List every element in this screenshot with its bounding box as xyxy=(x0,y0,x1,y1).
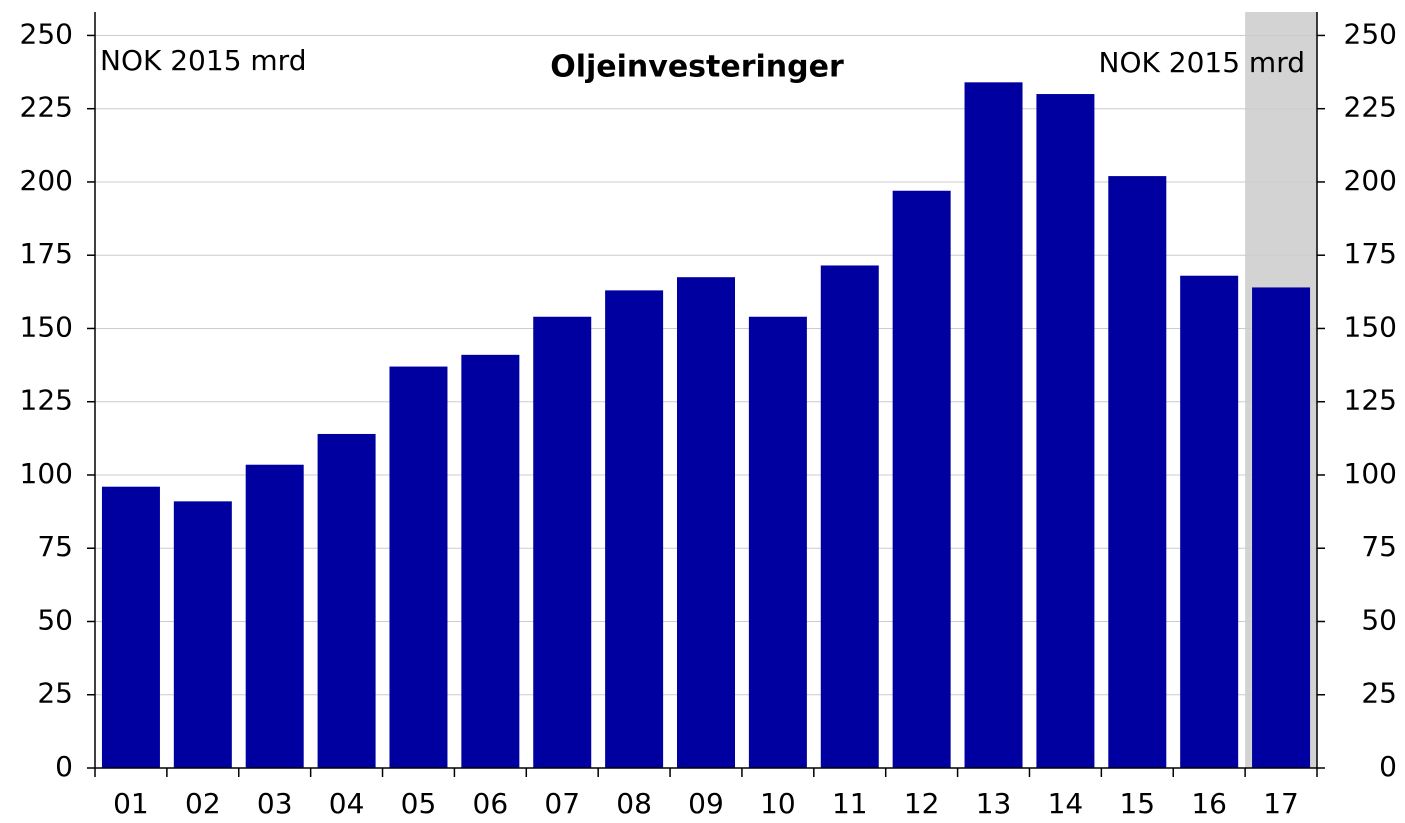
y2-tick-label: 250 xyxy=(1344,17,1397,50)
y2-tick-label: 75 xyxy=(1361,530,1397,563)
bar xyxy=(245,464,304,768)
y2-tick-label: 225 xyxy=(1344,91,1397,124)
annotation: NOK 2015 mrd xyxy=(1099,46,1305,79)
y-tick-label: 225 xyxy=(20,91,73,124)
x-tick-label: 09 xyxy=(688,787,724,820)
x-tick-label: 04 xyxy=(329,787,365,820)
bar xyxy=(748,316,807,768)
x-tick-label: 13 xyxy=(976,787,1012,820)
bar xyxy=(1108,176,1167,768)
y-tick-label: 125 xyxy=(20,384,73,417)
bar xyxy=(461,354,520,768)
bar xyxy=(173,501,232,768)
y2-tick-label: 175 xyxy=(1344,237,1397,270)
annotation: NOK 2015 mrd xyxy=(100,44,306,77)
y-tick-label: 175 xyxy=(20,237,73,270)
y2-tick-label: 50 xyxy=(1361,603,1397,636)
y2-tick-label: 150 xyxy=(1344,310,1397,343)
bar xyxy=(1036,94,1095,768)
y-tick-label: 25 xyxy=(37,677,73,710)
y2-tick-label: 25 xyxy=(1361,677,1397,710)
bar xyxy=(1252,287,1311,768)
y-tick-label: 75 xyxy=(37,530,73,563)
y-tick-label: 200 xyxy=(20,164,73,197)
bar xyxy=(317,433,376,768)
chart-title: Oljeinvesteringer xyxy=(550,50,844,85)
bar xyxy=(892,190,951,768)
y-tick-label: 50 xyxy=(37,603,73,636)
x-tick-label: 02 xyxy=(185,787,221,820)
x-tick-label: 17 xyxy=(1263,787,1299,820)
bar xyxy=(389,366,448,768)
x-tick-label: 08 xyxy=(616,787,652,820)
x-tick-label: 05 xyxy=(401,787,437,820)
x-tick-label: 07 xyxy=(544,787,580,820)
bar xyxy=(605,290,664,768)
bar xyxy=(1180,275,1239,768)
bar xyxy=(820,265,879,768)
y-tick-label: 150 xyxy=(20,310,73,343)
y2-tick-label: 0 xyxy=(1379,750,1397,783)
x-tick-label: 11 xyxy=(832,787,868,820)
y2-tick-label: 200 xyxy=(1344,164,1397,197)
bar xyxy=(101,486,160,768)
x-tick-label: 03 xyxy=(257,787,293,820)
y-tick-label: 250 xyxy=(20,17,73,50)
y2-tick-label: 100 xyxy=(1344,457,1397,490)
y2-tick-label: 125 xyxy=(1344,384,1397,417)
bar xyxy=(533,316,592,768)
x-tick-label: 16 xyxy=(1191,787,1227,820)
x-tick-label: 10 xyxy=(760,787,796,820)
x-tick-label: 01 xyxy=(113,787,149,820)
x-tick-label: 14 xyxy=(1048,787,1084,820)
y-tick-label: 0 xyxy=(55,750,73,783)
y-tick-label: 100 xyxy=(20,457,73,490)
bar xyxy=(964,82,1023,769)
x-tick-label: 12 xyxy=(904,787,940,820)
bar xyxy=(677,277,735,768)
x-tick-label: 06 xyxy=(473,787,509,820)
x-tick-label: 15 xyxy=(1119,787,1155,820)
